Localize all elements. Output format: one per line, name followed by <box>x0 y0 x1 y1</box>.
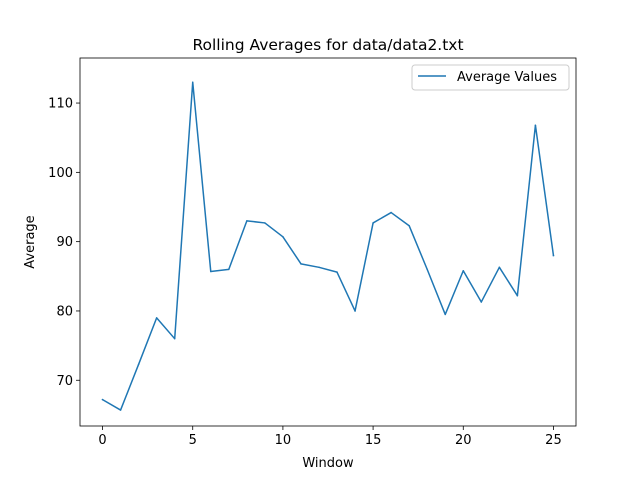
data-point <box>173 337 176 340</box>
x-tick-label: 0 <box>98 433 106 448</box>
data-point <box>155 317 158 319</box>
x-tick-label: 15 <box>365 433 382 448</box>
legend: Average Values <box>411 64 570 91</box>
y-tick-label: 110 <box>48 97 73 112</box>
data-point <box>137 363 140 366</box>
data-point <box>534 124 537 126</box>
data-point <box>354 310 356 312</box>
data-point <box>498 266 501 269</box>
y-tick-label: 100 <box>48 166 73 181</box>
x-tick-label: 5 <box>189 433 197 448</box>
data-point <box>101 398 104 401</box>
plot-area-frame <box>79 57 577 427</box>
y-axis-label: Average <box>23 215 38 268</box>
data-point <box>462 270 465 272</box>
y-tick-label: 90 <box>56 235 73 250</box>
data-point <box>336 271 338 273</box>
data-point <box>191 81 194 84</box>
x-axis-label: Window <box>302 456 354 471</box>
data-point <box>210 270 212 273</box>
legend-box <box>411 64 570 91</box>
data-point <box>264 222 266 224</box>
y-axis-ticks: 70 80 90 100 110 <box>48 97 80 389</box>
data-point <box>552 254 555 257</box>
data-point <box>372 222 374 224</box>
x-tick-label: 20 <box>455 433 472 448</box>
data-point <box>246 220 248 222</box>
data-point <box>318 266 320 269</box>
data-point <box>408 224 410 227</box>
x-tick-label: 10 <box>275 433 292 448</box>
data-point <box>444 313 446 316</box>
data-points <box>101 81 555 411</box>
data-point <box>300 263 302 265</box>
x-axis-ticks: 0 5 10 15 20 25 <box>98 426 562 448</box>
data-point <box>390 211 392 214</box>
y-tick-label: 70 <box>56 374 73 389</box>
legend-label-average-values: Average Values <box>457 70 557 85</box>
data-point <box>282 236 284 238</box>
data-point <box>480 301 483 303</box>
chart-title: Rolling Averages for data/data2.txt <box>192 36 463 54</box>
series-line-average-values <box>101 81 555 411</box>
y-tick-label: 80 <box>56 304 73 319</box>
data-point <box>119 409 122 411</box>
data-point <box>426 268 428 271</box>
data-point <box>516 294 519 297</box>
data-point <box>228 268 230 271</box>
x-tick-label: 25 <box>545 433 562 448</box>
